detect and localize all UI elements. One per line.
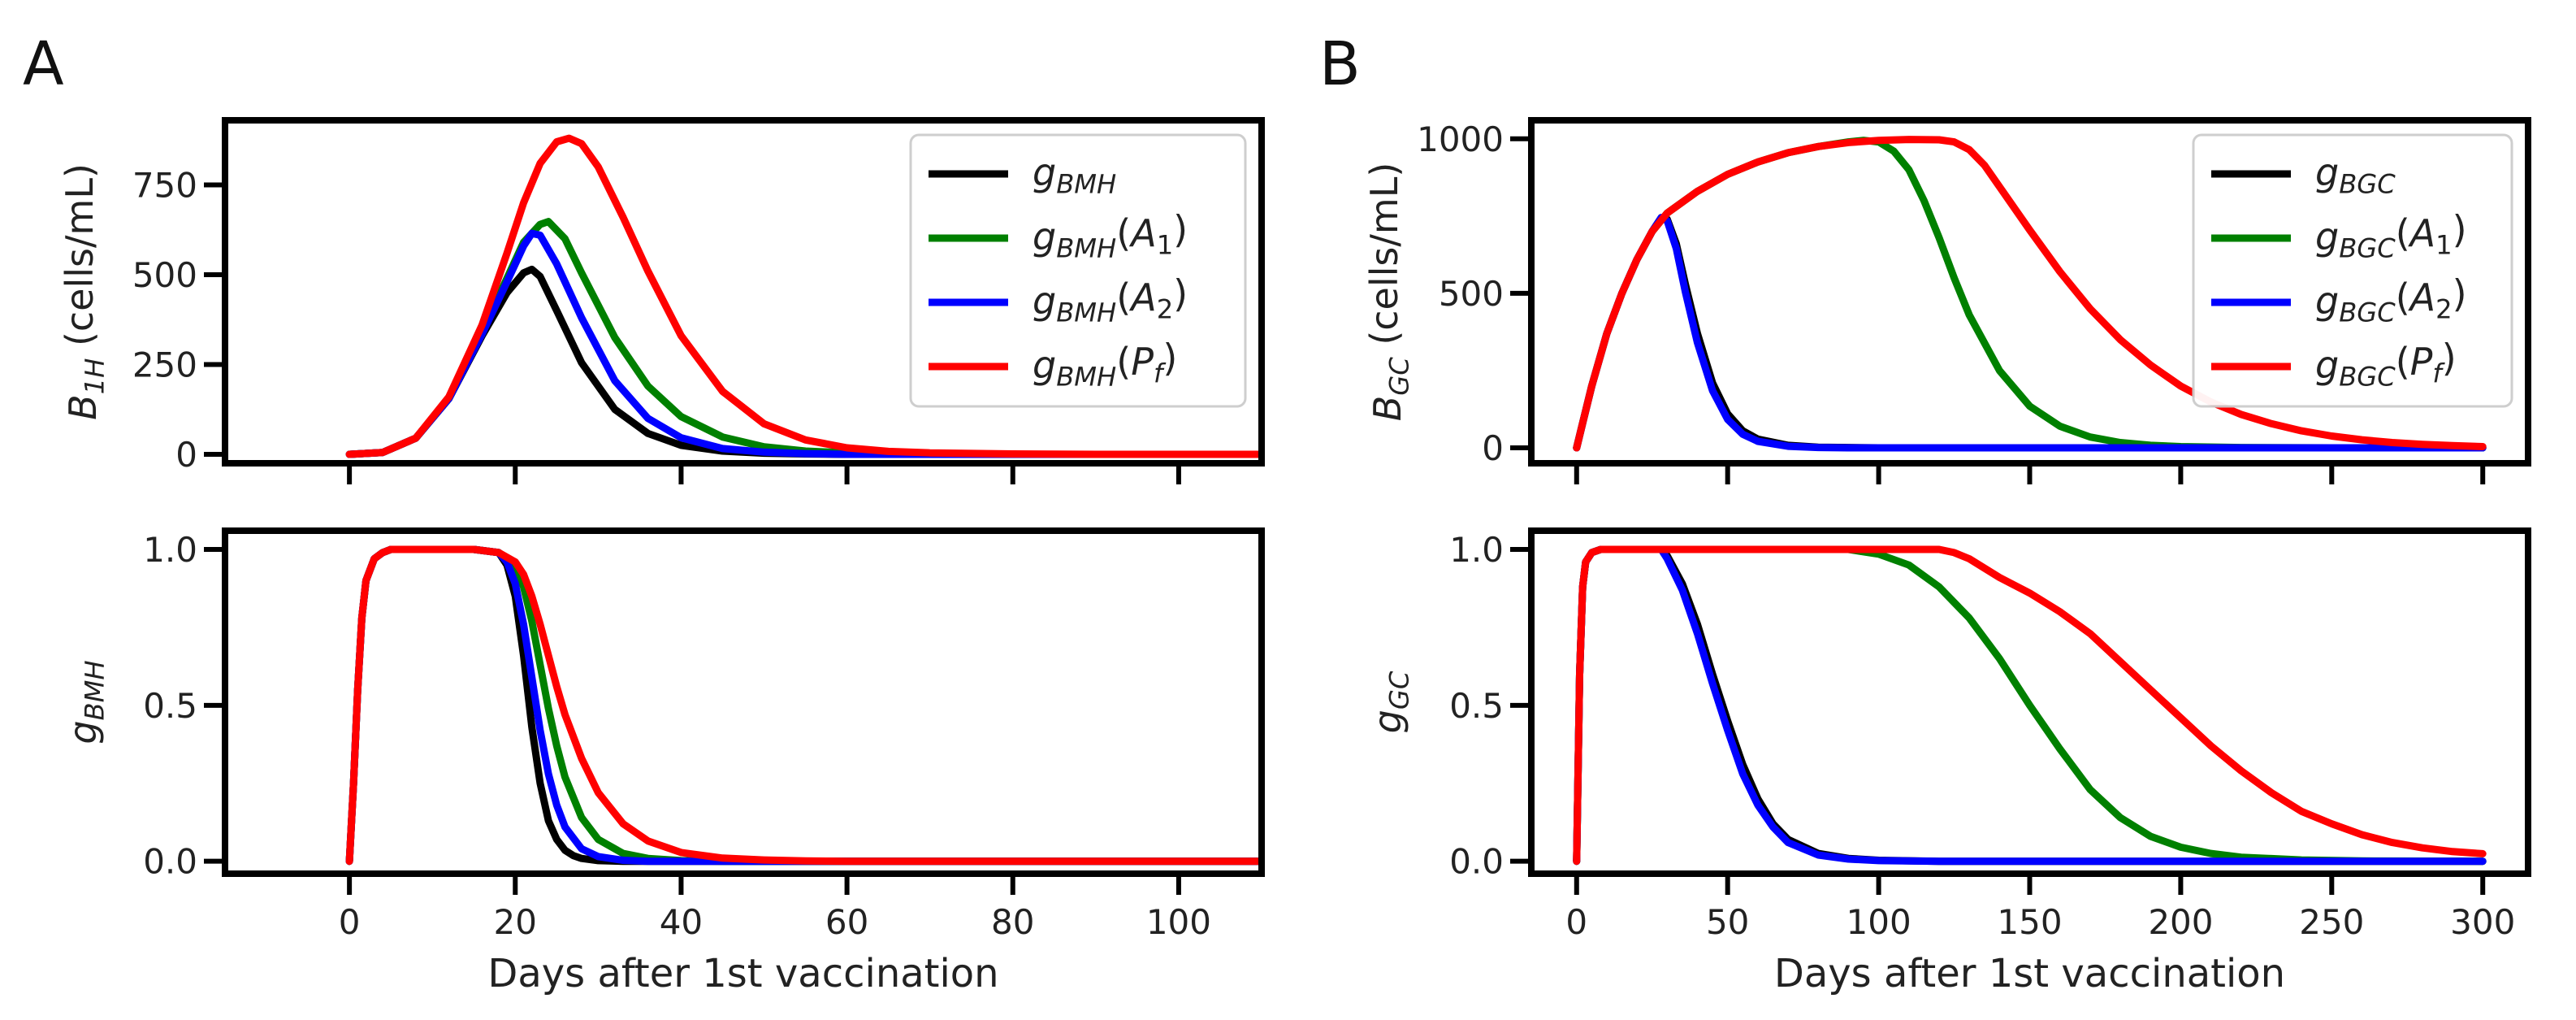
y-tick-label: 0 — [175, 435, 197, 475]
series-line-g-bmh-a2- — [345, 545, 1262, 866]
y-tick-label: 0.0 — [1449, 842, 1504, 882]
plot-frame — [1528, 527, 2531, 877]
series-line-g-bgc-pf- — [1573, 545, 2487, 866]
x-tick-label: 250 — [2299, 902, 2364, 942]
x-tick-label: 100 — [1146, 902, 1211, 942]
y-tick-label: 0 — [1482, 428, 1504, 468]
x-tick-label: 20 — [494, 902, 537, 942]
series-line-g-bmh-pf- — [345, 545, 1262, 866]
plot-frame — [222, 527, 1265, 877]
legend-box — [909, 133, 1247, 408]
legend-label: gBGC(A1) — [2315, 208, 2467, 264]
y-tick-label: 1000 — [1417, 119, 1504, 159]
x-tick-label: 50 — [1706, 902, 1749, 942]
legend: gBMH gBMH(A1) gBMH(A2) gBMH(Pf) — [909, 133, 1247, 408]
x-tick-label: 150 — [1997, 902, 2062, 942]
series-line-g-bmh-a1- — [345, 545, 1262, 866]
y-tick-label: 0.5 — [143, 686, 197, 726]
series-line-g-bmh-pf- — [345, 134, 1262, 458]
legend-label: gBGC — [2315, 150, 2396, 200]
x-axis-label: Days after 1st vaccination — [487, 951, 998, 996]
x-tick-label: 80 — [991, 902, 1034, 942]
y-tick-label: 250 — [132, 345, 197, 384]
x-tick-label: 60 — [825, 902, 868, 942]
x-tick-label: 40 — [660, 902, 703, 942]
y-axis-label: gGC — [1366, 671, 1415, 733]
y-axis-label: gBMH — [61, 660, 110, 744]
legend-label: gBMH(A2) — [1033, 272, 1188, 328]
x-tick-label: 0 — [339, 902, 361, 942]
chart-b-bottom: 0 50 100 150 200 250 300 0.0 0.5 1.0 Days after 1s… — [1366, 527, 2531, 996]
y-tick-label: 0.0 — [143, 842, 197, 882]
legend-label: gBGC(A2) — [2315, 272, 2467, 328]
x-tick-label: 200 — [2148, 902, 2213, 942]
y-tick-label: 500 — [1439, 274, 1504, 314]
panel-label-a: A — [23, 29, 64, 99]
y-tick-label: 0.5 — [1449, 686, 1504, 726]
plot-frame — [1528, 117, 2531, 467]
chart-a-bottom: 0 20 40 60 80 100 0.0 0.5 1.0 Days after 1st vacc… — [61, 527, 1265, 996]
y-tick-label: 1.0 — [143, 530, 197, 570]
y-axis-label: B1H (cells/mL) — [58, 163, 110, 420]
legend-label: gBMH — [1033, 150, 1116, 200]
x-tick-label: 100 — [1846, 902, 1911, 942]
x-axis-label: Days after 1st vaccination — [1774, 951, 2285, 996]
series-line-g-bmh — [345, 545, 1262, 866]
x-tick-label: 300 — [2450, 902, 2515, 942]
y-axis-label: BGC (cells/mL) — [1362, 163, 1415, 422]
legend-label: gBMH(A1) — [1033, 208, 1188, 264]
y-tick-label: 500 — [132, 255, 197, 295]
y-tick-label: 1.0 — [1449, 530, 1504, 570]
plot-frame — [222, 117, 1265, 467]
legend-box — [2192, 133, 2513, 408]
panel-label-b: B — [1319, 29, 1361, 99]
series-line-g-bgc-pf- — [1573, 136, 2487, 452]
x-tick-label: 0 — [1565, 902, 1587, 942]
y-tick-label: 750 — [132, 166, 197, 206]
legend-label: gBMH(Pf) — [1033, 336, 1177, 393]
